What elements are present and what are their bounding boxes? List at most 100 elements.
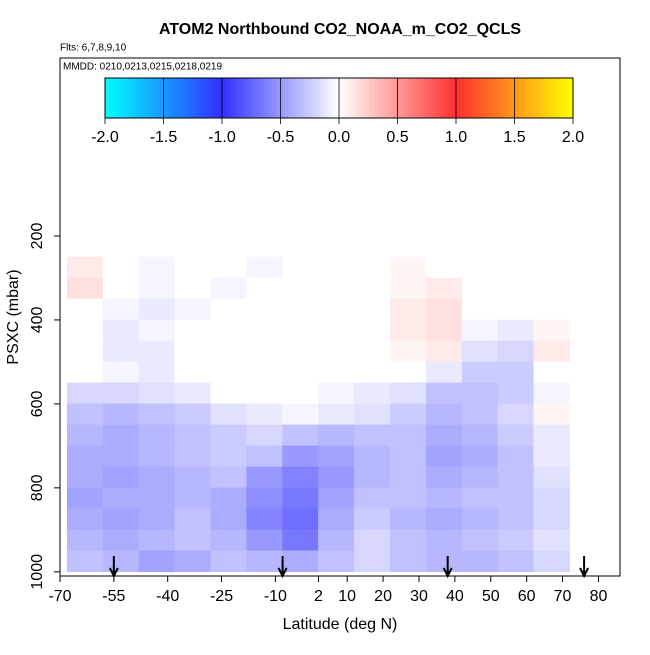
colorbar-swatch	[183, 78, 188, 118]
x-tick-label: 20	[374, 588, 392, 605]
heat-cell	[174, 508, 212, 531]
heat-cell	[174, 403, 212, 426]
colorbar-swatch	[237, 78, 242, 118]
heat-cell	[138, 298, 176, 321]
heat-cell	[66, 466, 104, 489]
heat-cell	[425, 298, 463, 321]
heat-cell	[138, 382, 176, 405]
colorbar-swatch	[147, 78, 153, 118]
heat-cell	[210, 361, 247, 384]
heat-cell	[497, 445, 535, 468]
colorbar-tick-label: 0.0	[328, 129, 350, 146]
heat-cell	[390, 340, 427, 363]
colorbar-swatch	[155, 78, 161, 118]
heat-cell	[210, 403, 247, 426]
colorbar-swatch	[534, 78, 539, 118]
heat-cell	[533, 550, 570, 573]
heat-cell	[282, 466, 319, 489]
heat-cell	[425, 340, 463, 363]
colorbar-swatch	[214, 78, 219, 118]
colorbar-swatch	[272, 78, 278, 118]
colorbar-swatch	[144, 78, 149, 118]
heat-cell	[461, 445, 499, 468]
heat-cell	[66, 361, 104, 384]
colorbar-swatch	[346, 78, 352, 118]
heat-cell	[246, 529, 283, 552]
colorbar-swatch	[288, 78, 293, 118]
heat-cell	[390, 508, 427, 531]
heat-cell	[461, 487, 499, 510]
heat-cell	[210, 424, 247, 447]
heat-cell	[354, 508, 391, 531]
heat-cell	[102, 340, 140, 363]
heat-cell	[354, 529, 391, 552]
colorbar-swatch	[354, 78, 359, 118]
colorbar-swatch	[506, 78, 512, 118]
heat-cell	[138, 256, 176, 279]
heat-cell	[425, 487, 463, 510]
heat-cell	[210, 340, 247, 363]
heat-cell	[282, 508, 319, 531]
colorbar-swatch	[436, 78, 441, 118]
colorbar-swatch	[479, 78, 484, 118]
colorbar-swatch	[116, 78, 122, 118]
heat-cell	[174, 445, 212, 468]
heat-cell	[210, 319, 247, 342]
heat-cell	[390, 319, 427, 342]
heat-cell	[246, 403, 283, 426]
colorbar-swatch	[397, 78, 402, 118]
colorbar-tick-label: -1.5	[150, 129, 178, 146]
heat-cell	[66, 445, 104, 468]
heat-cell	[138, 340, 176, 363]
heat-cell	[102, 403, 140, 426]
x-tick-label: 50	[482, 588, 500, 605]
heat-cell	[497, 256, 535, 279]
heat-cell	[497, 382, 535, 405]
heat-cell	[102, 445, 140, 468]
x-tick-label: -25	[210, 588, 233, 605]
heat-cell	[390, 382, 427, 405]
x-tick-label: -10	[264, 588, 287, 605]
colorbar-swatch	[319, 78, 324, 118]
heat-cell	[66, 424, 104, 447]
colorbar-swatch	[327, 78, 332, 118]
colorbar-tick-label: -1.0	[208, 129, 236, 146]
heat-cell	[282, 424, 319, 447]
heat-cell	[533, 403, 570, 426]
colorbar-swatch	[475, 78, 480, 118]
colorbar-swatch	[471, 78, 476, 118]
heat-cell	[354, 277, 391, 300]
colorbar-swatch	[358, 78, 363, 118]
heat-cell	[425, 382, 463, 405]
heat-cell	[318, 445, 355, 468]
x-tick-label: -40	[156, 588, 179, 605]
colorbar-swatch	[413, 78, 418, 118]
heat-cell	[174, 550, 212, 573]
heat-cell	[138, 487, 176, 510]
heat-cell	[102, 466, 140, 489]
colorbar-swatch	[331, 78, 336, 118]
subtitle: Flts: 6,7,8,9,10	[60, 43, 127, 54]
heat-cell	[102, 319, 140, 342]
colorbar-swatch	[249, 78, 254, 118]
heat-cell	[354, 550, 391, 573]
colorbar-swatch	[405, 78, 410, 118]
colorbar-swatch	[222, 78, 227, 118]
heat-cell	[210, 508, 247, 531]
heat-cell	[138, 319, 176, 342]
heat-cell	[282, 256, 319, 279]
heat-cell	[66, 550, 104, 573]
x-tick-label: -70	[48, 588, 71, 605]
heat-cell	[425, 424, 463, 447]
heat-cell	[533, 508, 570, 531]
colorbar-swatch	[362, 78, 367, 118]
heat-cell	[461, 298, 499, 321]
colorbar-swatch	[510, 78, 515, 118]
chart-title: ATOM2 Northbound CO2_NOAA_m_CO2_QCLS	[159, 21, 521, 38]
colorbar-swatch	[315, 78, 320, 118]
colorbar-swatch	[140, 78, 145, 118]
y-tick-label: 200	[29, 223, 46, 250]
heat-cell	[102, 487, 140, 510]
colorbar-swatch	[307, 78, 313, 118]
y-tick-label: 400	[29, 306, 46, 333]
